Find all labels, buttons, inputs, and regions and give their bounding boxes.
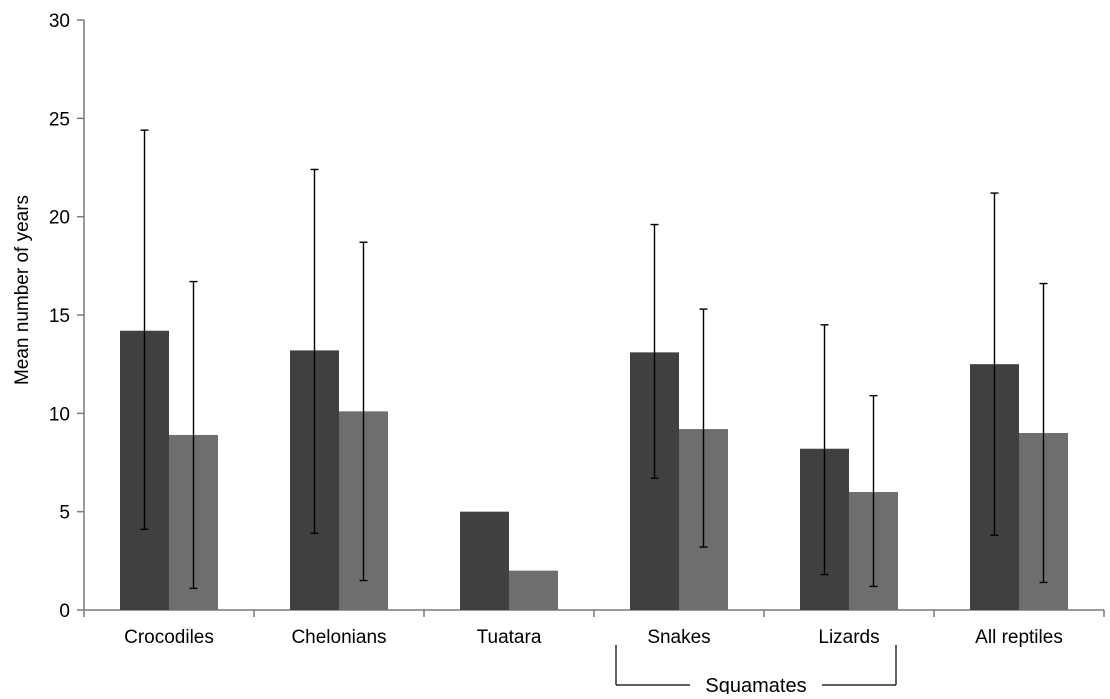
labels: 0 5 10 15 20 25 30 Crocodiles Chelonians Tuatara S… — [49, 11, 1063, 697]
y-tick-label: 20 — [49, 208, 70, 229]
x-category-label: Tuatara — [477, 627, 542, 648]
x-category-label: All reptiles — [975, 627, 1063, 648]
bars — [120, 330, 1068, 610]
y-tick-label: 15 — [49, 306, 70, 327]
axes — [77, 19, 1105, 686]
y-tick-label: 0 — [59, 601, 70, 622]
group-label: Squamates — [705, 675, 806, 694]
bar — [509, 570, 558, 610]
error-bars — [140, 129, 1048, 590]
y-tick-label: 10 — [49, 404, 70, 425]
y-tick-label: 25 — [49, 109, 70, 130]
bar — [460, 511, 509, 610]
x-category-label: Crocodiles — [124, 627, 214, 648]
y-tick-label: 30 — [49, 11, 70, 32]
y-tick-label: 5 — [59, 503, 70, 524]
x-category-label: Chelonians — [291, 627, 386, 648]
x-category-label: Lizards — [818, 627, 879, 648]
x-category-label: Snakes — [647, 627, 710, 648]
y-axis-title: Mean number of years — [12, 195, 33, 385]
